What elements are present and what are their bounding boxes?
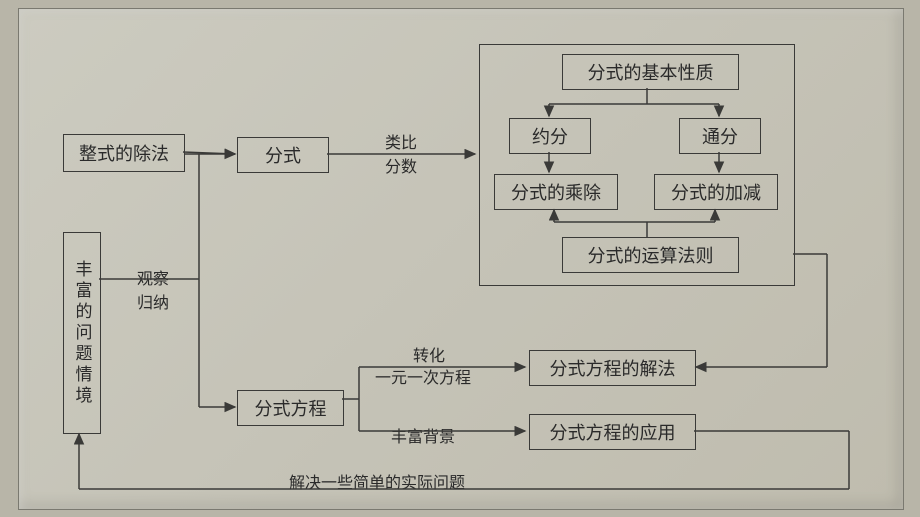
label: 分式的运算法则 xyxy=(588,242,714,268)
box-fraction: 分式 xyxy=(237,137,329,173)
label: 分式的基本性质 xyxy=(588,59,714,85)
diagram-paper: 丰富的问题情境 整式的除法 分式 分式方程 分式的基本性质 约分 通分 分式的乘… xyxy=(18,8,904,510)
label: 分式方程的应用 xyxy=(550,419,676,445)
label: 整式的除法 xyxy=(79,140,169,166)
label-jiejue: 解决一些简单的实际问题 xyxy=(289,469,465,493)
box-tongfen: 通分 xyxy=(679,118,761,154)
label-yiyuan: 一元一次方程 xyxy=(375,364,471,388)
box-add-sub: 分式的加减 xyxy=(654,174,778,210)
label: 丰富的问题情境 xyxy=(70,260,95,407)
box-fraction-equation: 分式方程 xyxy=(237,390,344,426)
box-mul-div: 分式的乘除 xyxy=(494,174,618,210)
label-observe: 观察 xyxy=(137,265,169,289)
label: 分式的乘除 xyxy=(511,179,601,205)
label-leibi: 类比 xyxy=(385,129,417,153)
label-fenshu: 分数 xyxy=(385,153,417,177)
label-guina: 归纳 xyxy=(137,289,169,313)
box-basic-property: 分式的基本性质 xyxy=(562,54,739,90)
box-apply: 分式方程的应用 xyxy=(529,414,696,450)
label: 分式方程的解法 xyxy=(550,355,676,381)
box-integer-division: 整式的除法 xyxy=(63,134,185,172)
box-solve: 分式方程的解法 xyxy=(529,350,696,386)
box-yuefen: 约分 xyxy=(509,118,591,154)
label-fengfu: 丰富背景 xyxy=(391,423,455,447)
label: 分式 xyxy=(265,142,301,168)
label: 分式的加减 xyxy=(671,179,761,205)
box-rich-context: 丰富的问题情境 xyxy=(63,232,101,434)
label: 通分 xyxy=(702,123,738,149)
label-zhuanhua: 转化 xyxy=(413,342,445,366)
box-rule: 分式的运算法则 xyxy=(562,237,739,273)
label: 约分 xyxy=(532,123,568,149)
label: 分式方程 xyxy=(255,395,327,421)
